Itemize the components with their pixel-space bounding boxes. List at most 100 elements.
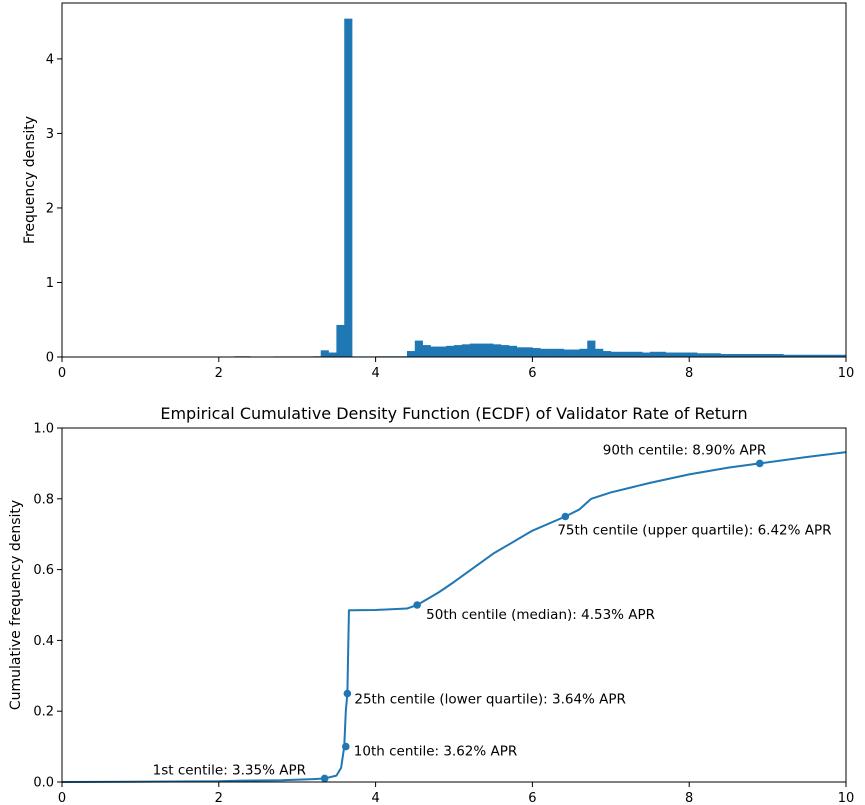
ecdf-y-tick-label: 0.2 (33, 705, 54, 720)
histogram-y-ticks: 0 1 2 3 4 (46, 52, 62, 366)
histogram-bar (814, 354, 823, 357)
histogram-bar (697, 353, 706, 357)
histogram-bar (328, 352, 337, 357)
histogram-bar (477, 343, 486, 357)
ecdf-y-tick-label: 1.0 (33, 422, 54, 437)
histogram-bar (681, 352, 690, 357)
ecdf-x-ticks: 0 2 4 6 8 10 (58, 782, 854, 805)
histogram-bar (493, 344, 502, 357)
histogram-bar (650, 351, 659, 357)
histogram-bar (712, 353, 721, 357)
histogram-bar (430, 346, 439, 357)
histogram-bar (791, 354, 800, 357)
histogram-y-tick-label: 2 (46, 201, 54, 216)
histogram-bar (446, 345, 455, 357)
ecdf-centile-marker (755, 459, 764, 468)
histogram-bar (626, 351, 635, 357)
histogram-bar (555, 348, 565, 357)
histogram-bar (728, 354, 737, 357)
ecdf-centile-marker (342, 742, 350, 751)
histogram-bars (234, 18, 847, 358)
histogram-bar (798, 354, 808, 357)
ecdf-centile-annotation: 90th centile: 8.90% APR (603, 442, 766, 458)
histogram-bar (618, 351, 627, 357)
ecdf-centile-annotation: 10th centile: 3.62% APR (354, 744, 517, 760)
ecdf-centile-marker (320, 774, 329, 783)
histogram-bar (704, 353, 714, 357)
histogram-bar (838, 354, 847, 357)
histogram-y-tick-label: 1 (46, 276, 54, 291)
ecdf-y-ticks: 0.0 0.2 0.4 0.6 0.8 1.0 (33, 422, 62, 791)
histogram-bar (587, 340, 596, 357)
ecdf-centile-marker (413, 601, 421, 609)
ecdf-centile-marker (343, 689, 352, 698)
histogram-y-tick-label: 0 (46, 351, 54, 366)
histogram-bar (759, 354, 768, 357)
histogram-bar (657, 351, 666, 357)
ecdf-x-tick-label: 6 (528, 791, 536, 805)
histogram-bar (532, 348, 541, 357)
histogram-y-tick-label: 4 (46, 52, 54, 67)
ecdf-x-tick-label: 10 (838, 791, 855, 805)
histogram-bar (438, 346, 447, 357)
histogram-bar (822, 354, 831, 357)
histogram-bar (422, 345, 431, 357)
histogram-bar (344, 18, 353, 358)
histogram-bar (736, 354, 745, 357)
histogram-bar (634, 351, 643, 357)
ecdf-centile-annotation: 25th centile (lower quartile): 3.64% APR (354, 692, 626, 708)
histogram-bar (461, 344, 470, 357)
ecdf-x-tick-label: 2 (215, 791, 223, 805)
histogram-bar (830, 354, 839, 357)
ecdf-y-axis-label: Cumulative frequency density (8, 500, 24, 710)
histogram-bar (540, 348, 549, 357)
histogram-bar (720, 354, 729, 357)
histogram-bar (454, 345, 463, 357)
histogram-x-tick-label: 10 (838, 366, 855, 381)
histogram-bar (744, 354, 753, 357)
histogram-bar (469, 343, 478, 357)
histogram-bar (579, 348, 588, 357)
ecdf-chart-title: Empirical Cumulative Density Function (E… (160, 404, 747, 423)
histogram-x-ticks: 0 2 4 6 8 10 (58, 357, 854, 381)
ecdf-centile-markers (320, 459, 764, 783)
histogram-bar (336, 324, 345, 357)
histogram-bar (485, 343, 494, 357)
histogram-x-tick-label: 4 (371, 366, 379, 381)
histogram-bar (406, 351, 416, 357)
ecdf-centile-annotation: 75th centile (upper quartile): 6.42% APR (557, 523, 831, 539)
histogram-x-tick-label: 8 (685, 366, 693, 381)
histogram-bar (602, 351, 612, 357)
histogram-bar (516, 347, 525, 357)
histogram-bar (548, 348, 557, 357)
histogram-bar (806, 354, 815, 357)
histogram-y-tick-label: 3 (46, 127, 54, 142)
ecdf-centile-annotation: 1st centile: 3.35% APR (153, 762, 306, 778)
ecdf-centile-annotation: 50th centile (median): 4.53% APR (426, 607, 655, 623)
histogram-bar (563, 349, 572, 357)
ecdf-x-tick-label: 0 (58, 791, 66, 805)
histogram-bar (665, 352, 674, 357)
ecdf-y-tick-label: 0.8 (33, 492, 54, 507)
ecdf-y-tick-label: 0.4 (33, 634, 54, 649)
histogram-frame (61, 2, 847, 358)
histogram-bar (775, 354, 784, 357)
histogram-x-tick-label: 6 (528, 366, 536, 381)
histogram-bar (767, 354, 776, 357)
histogram-panel: 0 2 4 6 8 10 0 1 2 3 4 Frequency density (22, 2, 854, 381)
histogram-bar (610, 351, 619, 357)
histogram-bar (508, 345, 518, 357)
histogram-bar (673, 352, 682, 357)
ecdf-x-tick-label: 4 (371, 791, 379, 805)
histogram-y-axis-label: Frequency density (22, 116, 38, 244)
histogram-bar (414, 340, 423, 357)
ecdf-panel: Empirical Cumulative Density Function (E… (8, 404, 854, 805)
histogram-bar (751, 354, 761, 357)
ecdf-frame (61, 427, 847, 783)
ecdf-centile-marker (561, 512, 570, 521)
histogram-bar (320, 350, 329, 357)
ecdf-y-tick-label: 0.0 (33, 776, 54, 791)
ecdf-y-tick-label: 0.6 (33, 563, 54, 578)
histogram-bar (501, 345, 510, 357)
